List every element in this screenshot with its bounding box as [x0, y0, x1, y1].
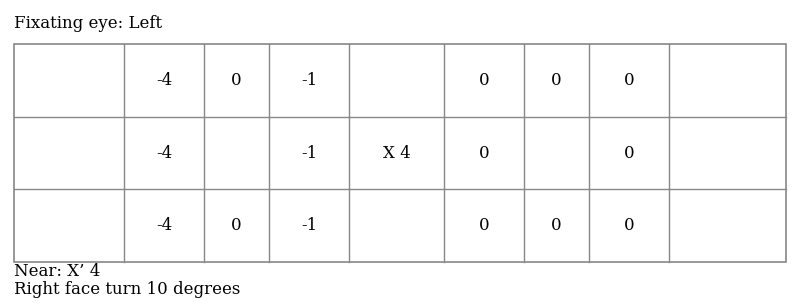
Text: -1: -1 [301, 217, 317, 234]
Text: Fixating eye: Left: Fixating eye: Left [14, 16, 162, 33]
Text: -4: -4 [156, 144, 172, 161]
Text: 0: 0 [478, 217, 490, 234]
Text: 0: 0 [231, 72, 242, 89]
Text: 0: 0 [478, 72, 490, 89]
Text: -4: -4 [156, 217, 172, 234]
Text: Right face turn 10 degrees: Right face turn 10 degrees [14, 282, 240, 299]
Text: 0: 0 [624, 217, 634, 234]
Text: 0: 0 [551, 72, 562, 89]
Text: 0: 0 [478, 144, 490, 161]
Text: 0: 0 [624, 144, 634, 161]
Text: 0: 0 [231, 217, 242, 234]
Text: X 4: X 4 [382, 144, 410, 161]
Text: 0: 0 [624, 72, 634, 89]
Bar [14, 44, 786, 262]
Text: -1: -1 [301, 72, 317, 89]
Text: -4: -4 [156, 72, 172, 89]
Text: -1: -1 [301, 144, 317, 161]
Text: 0: 0 [551, 217, 562, 234]
Text: Near: X’ 4: Near: X’ 4 [14, 264, 100, 281]
